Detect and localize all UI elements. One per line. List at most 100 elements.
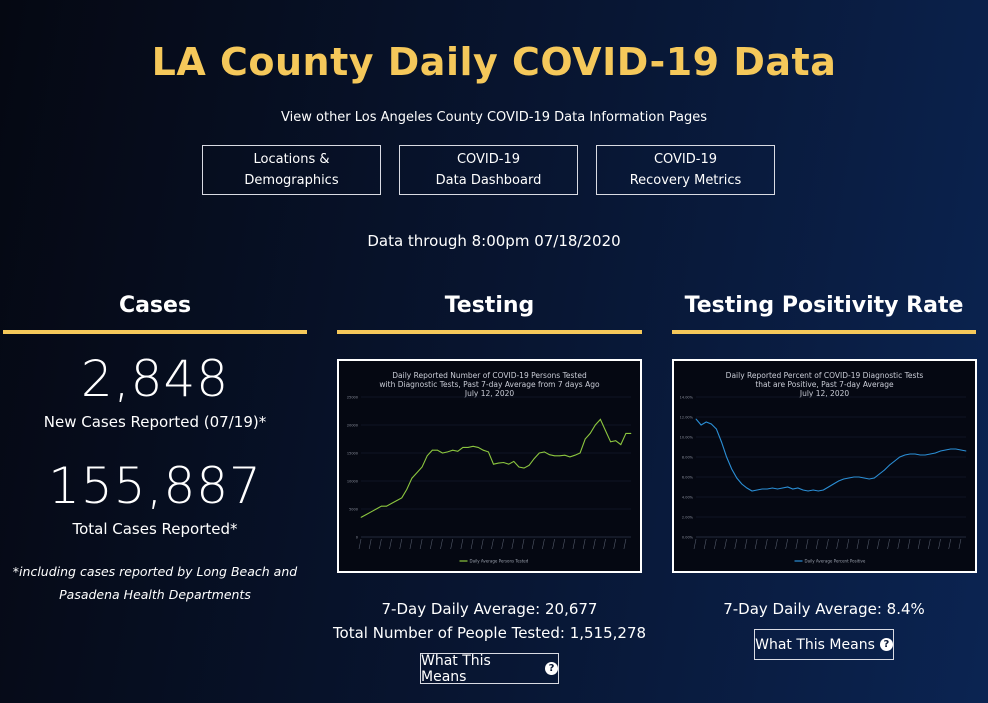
testing-data-point xyxy=(518,466,520,468)
testing-x-tick xyxy=(379,538,382,550)
positivity-data-point xyxy=(710,423,712,425)
positivity-chart-title-line: Daily Reported Percent of COVID-19 Diagn… xyxy=(726,371,924,380)
testing-data-point xyxy=(528,464,530,466)
total-cases-label: Total Cases Reported* xyxy=(72,520,238,538)
testing-data-point xyxy=(391,503,392,504)
testing-y-tick-label: 20000 xyxy=(347,424,358,428)
positivity-chart-title-line: that are Positive, Past 7-day Average xyxy=(755,380,894,389)
recovery-metrics-button[interactable]: COVID-19 Recovery Metrics xyxy=(596,145,775,195)
testing-x-tick xyxy=(552,538,555,550)
testing-total: Total Number of People Tested: 1,515,278 xyxy=(332,624,647,642)
cases-divider xyxy=(3,330,307,334)
testing-x-tick xyxy=(409,538,413,550)
positivity-x-tick xyxy=(815,538,819,550)
testing-chart-title-line: July 12, 2020 xyxy=(464,389,514,398)
new-cases-value: 2,848 xyxy=(80,350,230,408)
positivity-data-point xyxy=(924,454,926,456)
positivity-data-point xyxy=(904,454,906,456)
positivity-data-point xyxy=(884,469,885,471)
positivity-data-point xyxy=(843,478,845,480)
positivity-y-tick-label: 12.00% xyxy=(680,416,694,420)
positivity-data-point xyxy=(935,452,936,454)
testing-data-point xyxy=(437,449,438,451)
testing-data-point xyxy=(365,514,367,515)
testing-x-tick xyxy=(358,538,362,550)
testing-x-tick xyxy=(531,538,535,550)
testing-chart-title-line: Daily Reported Number of COVID-19 Person… xyxy=(392,371,587,380)
positivity-data-point xyxy=(868,478,870,480)
testing-x-tick xyxy=(491,538,494,550)
testing-data-point xyxy=(538,452,540,454)
positivity-x-tick xyxy=(907,538,911,550)
testing-x-tick xyxy=(460,538,464,550)
positivity-data-point xyxy=(965,450,967,452)
positivity-data-point xyxy=(950,448,952,450)
testing-data-point xyxy=(426,455,428,457)
testing-data-point xyxy=(605,430,606,431)
testing-y-tick-label: 15000 xyxy=(347,452,358,456)
positivity-data-point xyxy=(777,488,778,490)
testing-chart-panel: Daily Reported Number of COVID-19 Person… xyxy=(337,359,642,573)
positivity-legend-label: Daily Average Percent Positive xyxy=(805,559,866,564)
positivity-data-point xyxy=(909,453,911,455)
testing-what-this-means-button[interactable]: What This Means ? xyxy=(420,653,559,685)
positivity-x-tick xyxy=(958,538,962,550)
positivity-series-line xyxy=(695,418,967,492)
data-dashboard-button[interactable]: COVID-19 Data Dashboard xyxy=(399,145,578,195)
positivity-data-point xyxy=(700,424,702,426)
positivity-data-point xyxy=(746,487,748,489)
positivity-what-this-means-button[interactable]: What This Means ? xyxy=(754,629,894,660)
testing-y-tick-label: 0 xyxy=(356,536,358,540)
positivity-data-point xyxy=(878,473,880,475)
positivity-data-point xyxy=(894,460,896,462)
locations-demographics-button[interactable]: Locations & Demographics xyxy=(202,145,381,195)
positivity-data-point xyxy=(863,477,865,479)
testing-x-tick xyxy=(501,538,504,550)
testing-x-tick xyxy=(511,538,515,550)
testing-data-point xyxy=(543,451,545,453)
positivity-x-tick xyxy=(826,538,829,550)
testing-average: 7-Day Daily Average: 20,677 xyxy=(381,600,598,618)
total-cases-value: 155,887 xyxy=(48,457,262,515)
positivity-x-tick xyxy=(897,538,901,550)
testing-x-tick xyxy=(582,538,586,550)
testing-legend-label: Daily Average Persons Tested xyxy=(470,559,529,564)
positivity-data-point xyxy=(731,468,733,470)
question-circle-icon: ? xyxy=(545,662,558,675)
positivity-data-point xyxy=(889,464,890,466)
positivity-y-tick-label: 2.00% xyxy=(682,516,694,520)
cases-footnote: *including cases reported by Long Beach … xyxy=(12,564,298,602)
testing-data-point xyxy=(508,463,510,465)
testing-data-point xyxy=(477,447,479,448)
testing-divider xyxy=(337,330,642,334)
positivity-x-tick xyxy=(785,538,788,550)
positivity-data-point xyxy=(792,488,794,490)
testing-data-point xyxy=(462,447,464,448)
positivity-x-tick xyxy=(765,538,768,550)
testing-data-point xyxy=(421,466,423,468)
testing-x-tick xyxy=(419,538,423,550)
positivity-data-point xyxy=(812,489,814,491)
positivity-x-tick xyxy=(846,538,850,550)
testing-data-point xyxy=(401,497,403,499)
positivity-x-tick xyxy=(693,538,697,550)
page-subtitle: View other Los Angeles County COVID-19 D… xyxy=(281,110,707,125)
positivity-data-point xyxy=(817,490,819,492)
testing-data-point xyxy=(498,462,499,464)
testing-data-point xyxy=(416,472,418,473)
positivity-data-point xyxy=(705,421,707,423)
testing-data-point xyxy=(503,462,505,463)
positivity-y-tick-label: 8.00% xyxy=(682,456,694,460)
testing-data-point xyxy=(584,438,586,440)
testing-data-point xyxy=(559,455,561,457)
testing-chart: Daily Reported Number of COVID-19 Person… xyxy=(347,371,632,564)
testing-data-point xyxy=(579,452,581,454)
testing-x-tick xyxy=(430,538,433,550)
positivity-x-tick xyxy=(754,538,758,550)
positivity-x-tick xyxy=(938,538,941,550)
positivity-data-point xyxy=(766,488,768,490)
testing-x-tick xyxy=(470,538,474,550)
testing-data-point xyxy=(594,424,596,426)
testing-y-tick-label: 5000 xyxy=(349,508,358,512)
testing-data-point xyxy=(482,449,484,451)
